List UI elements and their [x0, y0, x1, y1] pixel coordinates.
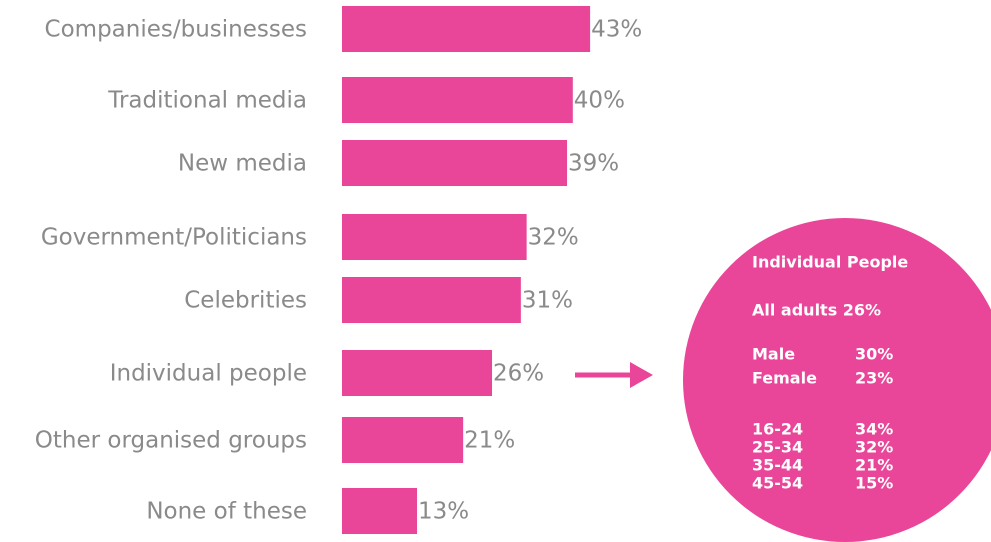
- category-label: Traditional media: [107, 88, 307, 114]
- callout-group: Male: [752, 345, 795, 364]
- arrow-head: [630, 362, 653, 388]
- callout-total: All adults 26%: [752, 301, 881, 320]
- bar: [342, 417, 464, 463]
- callout-value: 23%: [855, 369, 893, 388]
- bar: [342, 214, 527, 260]
- bar: [342, 277, 521, 323]
- value-label: 26%: [493, 361, 544, 387]
- bar: [342, 6, 591, 52]
- callout-group: Female: [752, 369, 817, 388]
- value-label: 39%: [568, 151, 619, 177]
- category-label: Celebrities: [184, 288, 307, 314]
- value-label: 40%: [574, 88, 625, 114]
- bar: [342, 350, 493, 396]
- value-label: 31%: [522, 288, 573, 314]
- callout-group: 25-34: [752, 438, 803, 457]
- category-label: New media: [178, 151, 307, 177]
- category-label: Individual people: [110, 361, 307, 387]
- bar: [342, 77, 573, 123]
- bar: [342, 488, 418, 534]
- callout-group: 35-44: [752, 456, 803, 475]
- callout-group: 45-54: [752, 474, 803, 493]
- category-label: None of these: [146, 499, 307, 525]
- value-label: 43%: [591, 17, 642, 43]
- category-label: Companies/businesses: [45, 17, 307, 43]
- callout-value: 30%: [855, 345, 893, 364]
- callout-circle: [683, 218, 991, 542]
- category-label: Other organised groups: [35, 428, 307, 454]
- value-label: 21%: [464, 428, 515, 454]
- callout-value: 21%: [855, 456, 893, 475]
- callout-value: 15%: [855, 474, 893, 493]
- callout-title: Individual People: [752, 253, 908, 272]
- callout-value: 34%: [855, 420, 893, 439]
- category-label: Government/Politicians: [41, 225, 307, 251]
- value-label: 32%: [528, 225, 579, 251]
- callout-group: 16-24: [752, 420, 803, 439]
- value-label: 13%: [418, 499, 469, 525]
- bar: [342, 140, 568, 186]
- callout-value: 32%: [855, 438, 893, 457]
